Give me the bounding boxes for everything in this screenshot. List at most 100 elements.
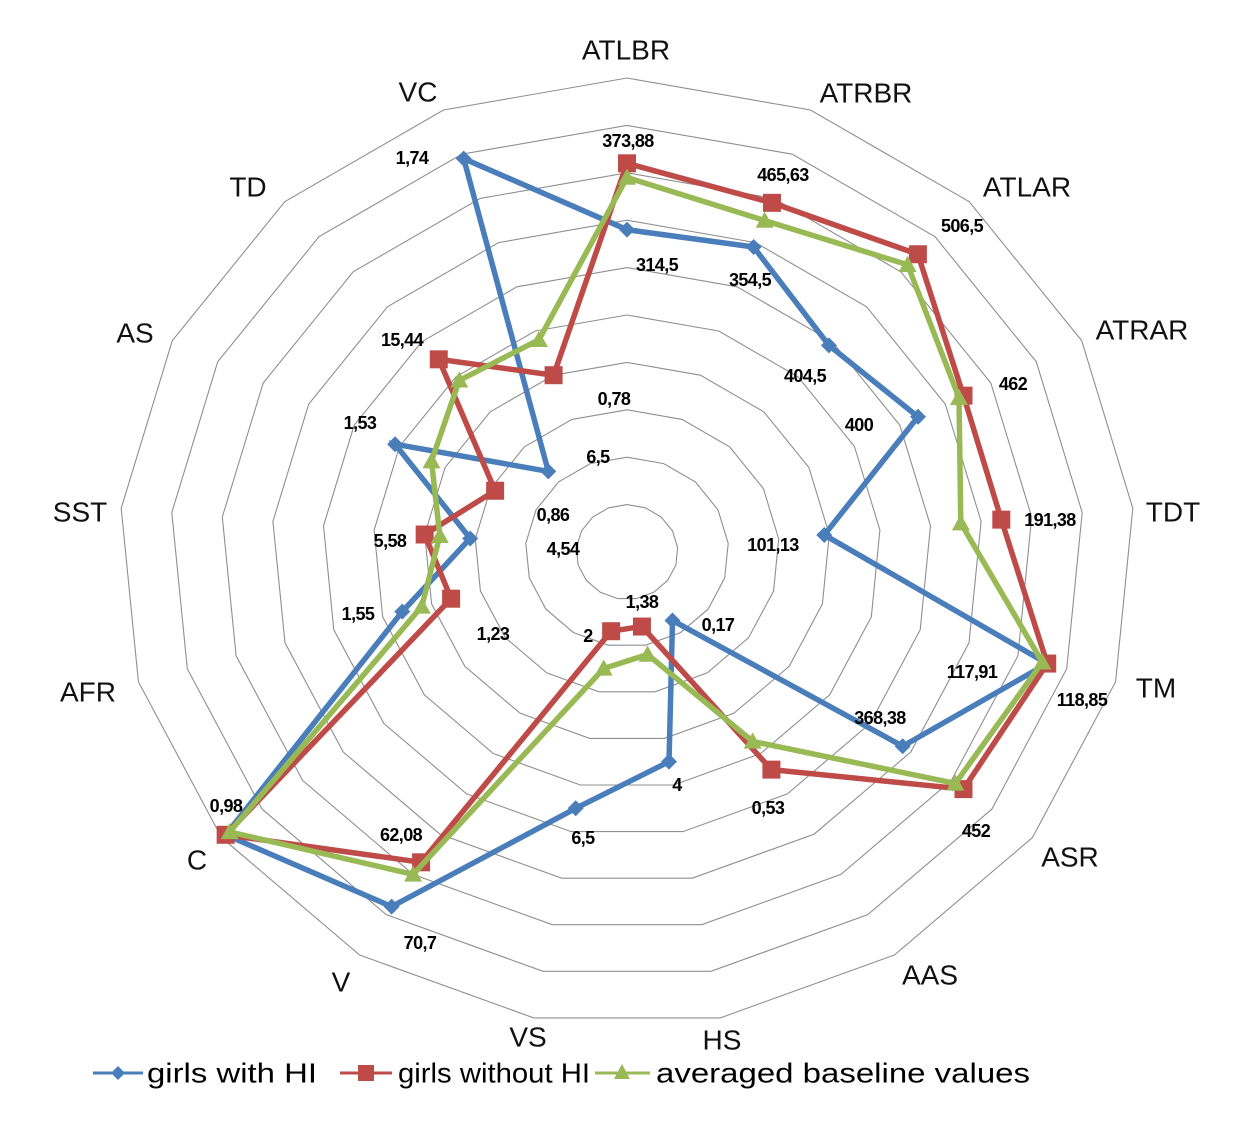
data-label-girls-without-hi-sst: 5,58 <box>374 531 407 551</box>
data-label-girls-with-hi-as: 1,53 <box>344 413 377 433</box>
point-girls-with-hi-atrar <box>910 408 927 425</box>
data-label-girls-with-hi-atlar: 404,5 <box>784 366 827 386</box>
grid-ring-1 <box>575 504 679 600</box>
point-girls-without-hi-vs <box>602 622 621 641</box>
data-label-girls-with-hi-v: 70,7 <box>404 933 437 953</box>
point-averaged-baseline-values-atlar <box>898 255 917 272</box>
point-averaged-baseline-values-tdt <box>951 514 970 531</box>
legend-label-girls-with-hi: girls with HI <box>147 1058 317 1089</box>
data-label-girls-without-hi-atlbr: 373,88 <box>602 131 654 151</box>
point-girls-with-hi-td <box>540 463 557 480</box>
grid-ring-2 <box>525 456 729 646</box>
point-girls-without-hi-atlar <box>908 245 927 264</box>
axis-label-tm: TM <box>1136 673 1176 704</box>
point-averaged-baseline-values-atrbr <box>755 211 774 228</box>
data-label-girls-with-hi-atrbr: 354,5 <box>729 270 772 290</box>
legend-item-averaged-baseline-values[interactable]: averaged baseline values <box>595 1058 1030 1089</box>
data-label-girls-with-hi-asr: 368,38 <box>854 708 906 728</box>
point-girls-with-hi-asr <box>894 738 911 755</box>
legend-item-girls-with-hi[interactable]: girls with HI <box>93 1058 317 1089</box>
point-girls-with-hi-v <box>383 898 400 915</box>
axis-label-hs: HS <box>703 1025 742 1056</box>
axis-label-atrbr: ATRBR <box>820 78 913 109</box>
point-averaged-baseline-values-hs <box>638 645 657 662</box>
data-label-girls-without-hi-atlar: 506,5 <box>941 216 984 236</box>
series-line-girls-with-hi <box>221 153 1053 910</box>
point-girls-without-hi-atrbr <box>762 193 781 212</box>
axis-label-td: TD <box>229 172 266 203</box>
point-girls-with-hi-atlar <box>820 337 837 354</box>
grid-ring-10 <box>120 77 1134 1019</box>
axis-label-vc: VC <box>399 77 438 108</box>
point-averaged-baseline-values-sst <box>430 526 449 544</box>
data-label-girls-without-hi-aas: 0,53 <box>752 798 785 818</box>
data-label-girls-with-hi-vs: 6,5 <box>571 828 595 848</box>
data-labels: 373,88 314,5 465,63 354,5 506,5 404,5 462 400 19… <box>210 131 1109 953</box>
point-girls-with-hi-sst <box>462 530 479 547</box>
data-label-girls-without-hi-atrar: 462 <box>999 374 1028 394</box>
data-label-girls-without-hi-tdt: 191,38 <box>1024 510 1076 530</box>
data-label-girls-without-hi-c: 0,98 <box>210 796 243 816</box>
axis-label-atlar: ATLAR <box>983 172 1071 203</box>
point-averaged-baseline-values-vs <box>594 659 613 676</box>
point-averaged-baseline-values-afr <box>412 597 431 614</box>
series-line-girls-without-hi <box>220 159 1051 866</box>
data-label-girls-without-hi-asr: 452 <box>962 821 991 841</box>
point-averaged-baseline-values-v <box>404 865 423 882</box>
point-averaged-baseline-values-as <box>422 452 441 469</box>
axis-label-vs: VS <box>509 1022 546 1053</box>
axis-label-atlbr: ATLBR <box>582 35 670 66</box>
legend-label-averaged-baseline-values: averaged baseline values <box>656 1058 1030 1089</box>
axis-label-atrar: ATRAR <box>1096 315 1189 346</box>
data-label-girls-without-hi-hs: 1,38 <box>626 592 659 612</box>
data-label-girls-with-hi-tdt: 101,13 <box>747 535 799 555</box>
series-layer <box>216 150 1057 915</box>
point-averaged-baseline-values-tm <box>1033 653 1052 670</box>
point-girls-without-hi-as <box>486 481 505 500</box>
point-girls-without-hi-vc <box>544 366 563 385</box>
data-label-girls-with-hi-vc: 1,74 <box>396 148 429 168</box>
point-girls-without-hi-td <box>429 350 448 369</box>
axis-label-v: V <box>332 967 351 998</box>
legend-label-girls-without-hi: girls without HI <box>398 1058 590 1089</box>
axis-labels: ATLBRATRBRATLARATRARTDTTMASRAASHSVSVCAFR… <box>53 35 1200 1056</box>
square-marker-icon <box>358 1065 374 1081</box>
series-girls-with-hi <box>217 150 1056 915</box>
point-averaged-baseline-values-asr <box>946 774 965 791</box>
grid-ring-8 <box>221 172 1033 926</box>
point-girls-with-hi-aas <box>664 612 681 629</box>
data-label-girls-with-hi-hs: 4 <box>672 775 682 795</box>
axis-label-aas: AAS <box>902 960 958 991</box>
point-girls-without-hi-sst <box>415 525 434 544</box>
data-label-girls-without-hi-as: 0,86 <box>537 505 570 525</box>
data-label-girls-with-hi-aas: 0,17 <box>702 615 735 635</box>
point-girls-with-hi-afr <box>394 603 411 620</box>
point-girls-with-hi-atrbr <box>745 239 762 256</box>
data-label-girls-without-hi-tm: 118,85 <box>1057 690 1108 710</box>
point-averaged-baseline-values-atlbr <box>618 168 636 185</box>
point-girls-with-hi-hs <box>661 753 678 770</box>
legend-item-girls-without-hi[interactable]: girls without HI <box>340 1058 590 1089</box>
data-label-girls-without-hi-atrbr: 465,63 <box>757 165 809 185</box>
point-girls-without-hi-hs <box>632 617 651 636</box>
point-girls-with-hi-vc <box>455 150 472 167</box>
point-averaged-baseline-values-aas <box>743 732 762 749</box>
data-label-girls-with-hi-td: 6,5 <box>586 447 610 467</box>
axis-label-asr: ASR <box>1041 842 1099 873</box>
grid-ring-4 <box>424 361 830 739</box>
legend: girls with HI girls without HI averaged … <box>93 1058 1030 1089</box>
data-label-girls-with-hi-afr: 1,55 <box>342 604 375 624</box>
data-label-girls-without-hi-vs: 2 <box>583 626 593 646</box>
triangle-marker-icon <box>614 1064 630 1079</box>
data-label-girls-with-hi-atrar: 400 <box>845 415 874 435</box>
grid-ring-7 <box>272 219 982 879</box>
data-label-girls-without-hi-vc: 0,78 <box>598 389 631 409</box>
point-girls-without-hi-tdt <box>992 510 1011 529</box>
data-label-girls-with-hi-sst: 4,54 <box>547 539 580 559</box>
data-label-girls-without-hi-afr: 1,23 <box>477 624 510 644</box>
diamond-marker-icon <box>111 1066 125 1080</box>
grid-ring-9 <box>171 124 1083 972</box>
axis-label-as: AS <box>116 318 153 349</box>
point-girls-with-hi-tdt <box>816 526 833 543</box>
point-averaged-baseline-values-td <box>450 371 469 388</box>
